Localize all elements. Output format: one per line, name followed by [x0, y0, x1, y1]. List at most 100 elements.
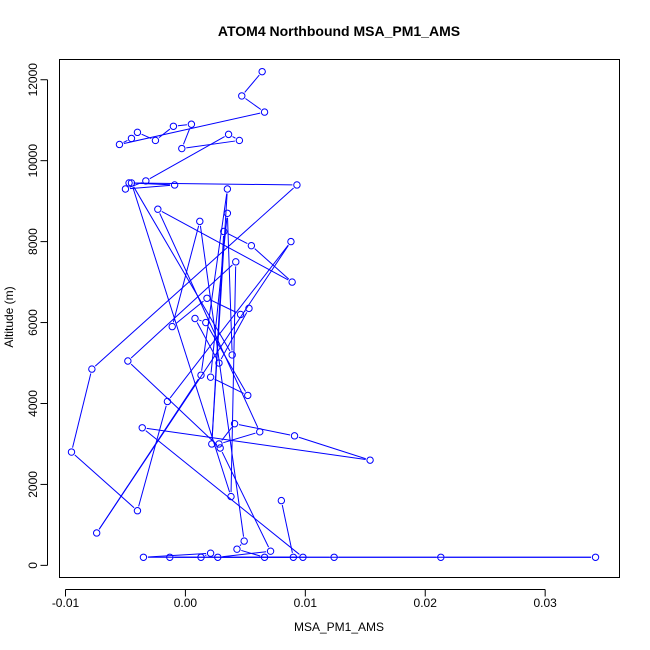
data-point [227, 492, 235, 501]
data-point [92, 529, 101, 537]
series-line-segment [141, 133, 152, 140]
x-axis-label: MSA_PM1_AMS [294, 620, 384, 634]
data-point [223, 209, 232, 217]
data-point [206, 373, 215, 381]
data-point [163, 397, 172, 406]
series-line-segment [130, 363, 218, 446]
data-point [197, 553, 205, 561]
y-tick-label: 10000 [26, 144, 40, 178]
data-point [215, 359, 223, 367]
data-point [215, 440, 223, 448]
series-line-segment [123, 112, 261, 144]
data-point [287, 237, 295, 246]
series-line-segment [238, 424, 291, 436]
data-point [216, 444, 224, 452]
data-point [196, 217, 204, 226]
x-tick-label: -0.01 [52, 596, 80, 610]
plot-frame [59, 59, 620, 578]
data-point [247, 241, 256, 250]
series-line-segment [244, 74, 260, 93]
y-axis: 0 2000 4000 6000 8000 10000 12000 [26, 63, 48, 569]
data-point [277, 496, 286, 505]
data-point [290, 432, 299, 440]
data-point [220, 227, 228, 236]
series-line-segment [245, 98, 262, 110]
data-point [168, 322, 176, 331]
series-line-segment [129, 184, 171, 190]
series-line-segment [204, 554, 207, 556]
data-point [142, 177, 150, 185]
data-point [232, 258, 240, 266]
data-point [238, 92, 246, 100]
series-line-segment [149, 136, 225, 180]
data-point [197, 371, 205, 379]
data-point [260, 108, 269, 116]
series-line-segment [133, 182, 293, 186]
data-point [206, 549, 215, 557]
data-point [133, 507, 142, 515]
data-point [187, 120, 196, 128]
series-line-segment [214, 378, 244, 394]
data-point [245, 304, 253, 313]
series-line-segment [161, 210, 289, 281]
data-point [288, 278, 296, 286]
x-tick-label: 0.02 [414, 596, 438, 610]
series-line-segment [94, 187, 294, 367]
series-line-segment [158, 128, 171, 139]
series-line-segment [230, 266, 237, 493]
series-line-segment [227, 233, 248, 245]
data-point [124, 357, 132, 365]
y-axis-label: Altitude (m) [2, 286, 16, 347]
series-line-segment [98, 378, 199, 530]
series-line-segment [74, 454, 135, 509]
series-line-segment [221, 426, 233, 441]
y-tick-label: 12000 [26, 63, 40, 97]
data-point [228, 351, 236, 359]
data-point [127, 134, 136, 143]
data-point [236, 310, 245, 319]
data-point [67, 448, 76, 456]
series-line-segment [199, 225, 245, 537]
data-point [293, 181, 301, 189]
series-line-segment [210, 299, 237, 313]
data-point [256, 428, 264, 436]
series-line-segment [133, 186, 231, 352]
data-point [591, 553, 600, 561]
series-line-segment [130, 264, 233, 359]
data-point [299, 553, 307, 561]
data-point [203, 294, 211, 302]
y-tick-label: 4000 [26, 390, 40, 417]
data-point [88, 365, 96, 373]
series-line-segment [183, 128, 191, 145]
data-point [330, 553, 338, 561]
series-line-segment [239, 544, 242, 547]
data-point [138, 424, 146, 432]
series-line-segment [210, 217, 228, 373]
data-point [169, 122, 178, 130]
series-layer [67, 67, 600, 561]
series-line-segment [72, 373, 92, 448]
data-point [151, 136, 160, 145]
series-line-segment [145, 430, 300, 555]
series-line-segment [222, 551, 267, 558]
series-line-segment [172, 225, 200, 323]
y-tick-label: 2000 [26, 471, 40, 498]
data-point [202, 318, 210, 327]
x-tick-label: 0.03 [533, 596, 557, 610]
data-point [266, 547, 275, 555]
series-line-segment [254, 248, 290, 280]
series-line-segment [243, 310, 246, 313]
data-point [139, 553, 148, 561]
chart-title: ATOM4 Northbound MSA_PM1_AMS [218, 23, 460, 39]
data-point [233, 545, 241, 553]
series-line-segment [207, 326, 246, 392]
data-point [240, 537, 248, 545]
series-line-segment [169, 244, 289, 399]
series-line-segment [298, 436, 366, 460]
data-point [133, 128, 142, 137]
data-point [115, 140, 124, 149]
data-point [154, 205, 162, 213]
series-line-segment [199, 319, 202, 322]
data-point [121, 185, 130, 193]
